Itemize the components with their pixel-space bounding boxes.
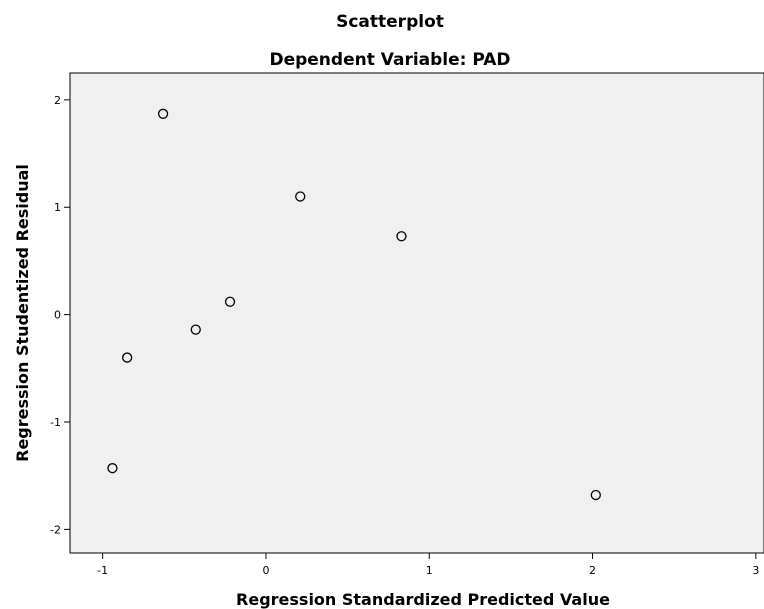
data-point [190,324,201,335]
y-tick-label: -2 [50,523,61,536]
y-tick-label: -1 [50,416,61,429]
plot-area [69,72,764,554]
data-point [396,231,407,242]
y-tick-label: 1 [54,201,61,214]
x-tick-label: 0 [262,564,269,577]
x-tick-label: 1 [426,564,433,577]
chart-subtitle: Dependent Variable: PAD [269,50,510,70]
data-point [122,352,133,363]
x-axis-label: Regression Standardized Predicted Value [236,590,610,609]
data-point [107,463,118,474]
x-tick-label: -1 [97,564,108,577]
data-point [157,108,169,119]
y-tick-label: 0 [54,309,61,322]
y-axis: -2 -1 0 1 2 [50,94,70,536]
x-tick-label: 3 [752,564,759,577]
data-point [295,191,306,202]
data-point [590,489,601,501]
data-point [224,296,236,307]
chart-title: Scatterplot [336,12,444,32]
x-tick-label: 2 [589,564,596,577]
data-points [107,108,601,501]
y-tick-label: 2 [54,94,61,107]
y-axis-label: Regression Studentized Residual [13,164,32,462]
x-axis: -1 0 1 2 3 [97,553,759,577]
